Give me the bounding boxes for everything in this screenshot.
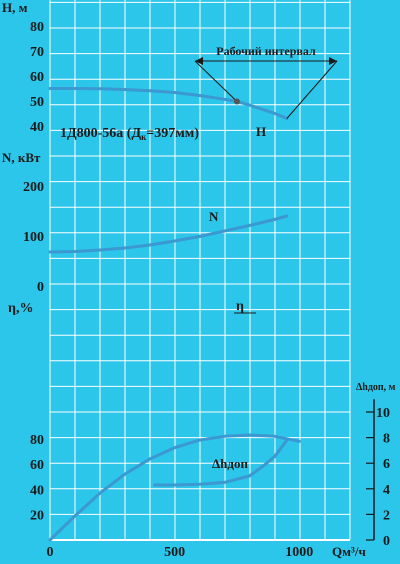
npsh-tick-label: 6 (383, 457, 390, 472)
x-axis-label: Qм³/ч (332, 544, 366, 559)
head-curve-h (48, 87, 289, 120)
series-label-h: H (256, 124, 266, 139)
pump-model-subscript: к (141, 132, 147, 142)
npsh-curve-dh (153, 438, 289, 487)
working-interval-arrow-left (195, 57, 203, 65)
efficiency-tick-label: 40 (30, 483, 44, 498)
efficiency-curve-eta (48, 433, 301, 542)
x-tick-label: 500 (164, 545, 185, 560)
npsh-axis-title: Δhдоп, м (356, 382, 396, 393)
efficiency-tick-label: 20 (30, 509, 44, 524)
working-interval-leader-right (286, 60, 338, 119)
working-interval-arrow-right (329, 57, 337, 65)
npsh-tick-label: 8 (383, 432, 390, 447)
npsh-tick-label: 4 (383, 483, 390, 498)
head-axis-title: H, м (2, 0, 28, 15)
head-tick-label: 50 (30, 95, 44, 110)
working-interval-label: Рабочий интервал (216, 44, 316, 58)
npsh-tick-label: 10 (376, 406, 390, 421)
series-label-n: N (209, 209, 219, 224)
power-axis-title: N, кВт (2, 150, 41, 165)
power-tick-label: 100 (23, 230, 44, 245)
npsh-tick-label: 2 (383, 508, 390, 523)
head-tick-label: 70 (30, 45, 44, 60)
npsh-tick-label: 0 (383, 534, 390, 549)
efficiency-tick-label: 60 (30, 458, 44, 473)
working-interval-leader-left (194, 60, 238, 102)
x-tick-label: 0 (47, 545, 54, 560)
head-tick-label: 60 (30, 70, 44, 85)
head-tick-label: 40 (30, 120, 44, 135)
curves (48, 87, 301, 542)
pump-model-label: 1Д800-56а (Дк=397мм) (60, 126, 199, 142)
pump-model-tail: =397мм) (146, 126, 199, 141)
pump-model-text: 1Д800-56а (Д (60, 126, 141, 141)
head-tick-label: 80 (30, 20, 44, 35)
power-curve-n (48, 214, 289, 254)
x-tick-label: 1000 (285, 545, 313, 560)
annotations (194, 57, 375, 541)
efficiency-tick-label: 80 (30, 433, 44, 448)
power-tick-label: 200 (23, 180, 44, 195)
series-label-eta: η (236, 299, 244, 314)
working-interval-marker (233, 98, 240, 105)
efficiency-axis-title: η,% (8, 301, 33, 316)
series-label-dh: Δhдоп (212, 456, 248, 471)
power-tick-label: 0 (37, 280, 44, 295)
